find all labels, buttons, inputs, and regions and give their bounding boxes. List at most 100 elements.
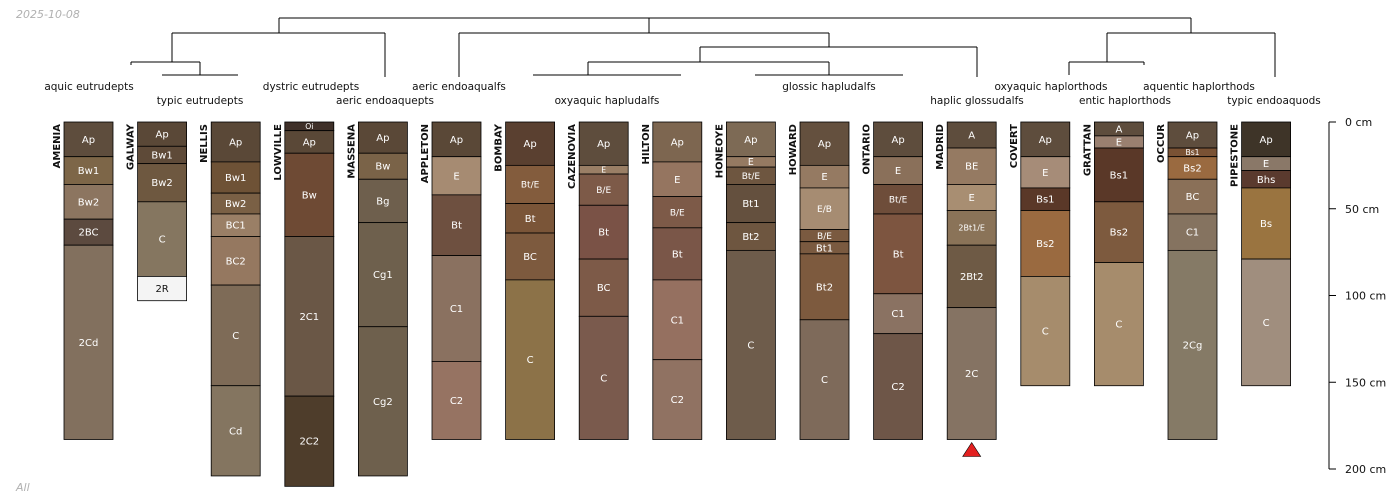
horizon-label: C2 [891,382,904,393]
horizon-label: C1 [891,309,904,320]
horizon-cazenovia-bc [578,258,629,317]
horizon-cazenovia-be [578,173,629,206]
taxa-label: dystric eutrudepts [263,81,359,93]
horizon-label: Bs2 [1110,228,1128,239]
horizon-label: C [1042,327,1049,338]
depth-tick-label: 50 cm [1345,203,1379,216]
horizon-label: Bt [672,249,683,260]
profile-name: APPLETON [420,124,431,183]
profile-massena: Ap Bw Bg Cg1 Cg2 MASSENA [346,121,408,477]
profile-madrid: A BE E 2Bt1/E 2Bt2 2C MADRID [935,121,997,440]
horizon-label: Bt [893,249,904,260]
horizon-label: Bt2 [816,282,833,293]
horizon-label: Ap [376,133,389,144]
horizon-label: Bg [376,196,389,207]
horizon-label: 2Bt2 [960,272,984,283]
horizon-label: Bs1 [1110,170,1128,181]
dendrogram [130,17,1276,77]
horizon-appleton-c1 [431,255,482,362]
profile-honeoye: Ap E Bt/E Bt1 Bt2 C HONEOYE [714,121,776,440]
horizon-label: Bhs [1257,175,1275,186]
depth-tick-label: 0 cm [1345,116,1372,129]
horizon-amenia-ap [63,121,114,158]
horizon-hilton-c1 [652,279,703,361]
horizon-massena-bw [357,152,408,180]
horizon-label: E [969,193,975,204]
horizon-covert-ap [1020,121,1071,158]
horizon-label: Bs1 [1036,195,1054,206]
profile-name: ONTARIO [862,124,873,175]
profile-amenia: Ap Bw1 Bw2 2BC 2Cd AMENIA [52,121,114,440]
profile-hilton: Ap E B/E Bt C1 C2 HILTON [641,121,703,440]
horizon-label: E [453,171,459,182]
horizon-bombay-ap [505,121,556,166]
horizon-cazenovia-bt [578,204,629,260]
profile-covert: Ap E Bs1 Bs2 C COVERT [1009,121,1071,387]
horizon-label: E/B [817,205,832,215]
horizon-label: Ap [1186,131,1199,142]
horizon-appleton-c2 [431,361,482,440]
horizon-pipestone-ap [1241,121,1291,158]
horizon-cazenovia-ap [578,121,629,166]
horizon-label: E [601,165,606,174]
horizon-label: C1 [450,304,463,315]
taxa-label: aquic eutrudepts [44,81,133,93]
horizon-label: Bw2 [225,199,246,210]
horizon-nellis-bw1 [210,161,261,194]
horizon-label: Ap [523,139,536,150]
horizon-label: Bs1 [1185,148,1199,157]
horizon-label: A [1115,124,1122,135]
markers [962,441,982,457]
profile-name: HONEOYE [714,124,725,178]
depth-axis: 0 cm 50 cm 100 cm 150 cm 200 cm [1328,116,1386,476]
taxa-label: typic endoaquods [1227,95,1321,107]
horizon-label: 2C2 [299,437,319,448]
horizon-hilton-c2 [652,359,703,440]
horizon-label: Bt/E [742,172,761,182]
horizon-label: C [600,373,607,384]
horizon-label: E [1263,159,1269,170]
horizon-galway-2r [137,276,188,302]
horizon-nellis-bc2 [210,236,261,286]
horizon-label: C [1115,320,1122,331]
profile-name: PIPESTONE [1230,124,1241,187]
horizon-label: C2 [450,396,463,407]
horizon-lowville-2c2 [284,395,335,487]
horizon-ontario-bte [873,184,923,215]
depth-tick-label: 150 cm [1345,376,1386,389]
taxa-labels: aquic eutrudepts typic eutrudepts dystric … [44,81,1320,107]
horizon-label: BC [1186,192,1200,203]
horizon-label: Ap [1039,135,1052,146]
horizon-label: E [895,166,901,177]
horizon-ontario-c2 [873,333,923,440]
horizon-label: B/E [670,208,685,218]
horizon-label: 2C1 [299,312,319,323]
horizon-lowville-2c1 [284,236,335,397]
horizon-label: 2R [155,284,168,295]
horizon-label: Bt1 [742,199,759,210]
horizon-occur-bc [1167,178,1218,215]
profile-bombay: Ap Bt/E Bt BC C BOMBAY [494,121,556,440]
horizon-label: Bt/E [521,181,540,191]
depth-tick-label: 200 cm [1345,463,1386,476]
horizon-cazenovia-c [578,315,629,440]
horizon-howard-c [799,319,850,440]
horizon-label: 2Bt1/E [958,224,985,233]
horizon-label: Ap [744,135,757,146]
horizon-lowville-bw [284,152,335,237]
horizon-label: 2C [965,369,978,380]
profile-name: COVERT [1009,124,1020,168]
horizon-pipestone-bs [1241,187,1291,260]
horizon-label: Bs2 [1183,163,1201,174]
horizon-madrid-2bt1e [946,210,997,246]
horizon-label: Bw2 [78,197,99,208]
horizon-honeoye-bt2 [726,222,776,251]
horizon-covert-c [1020,276,1071,387]
taxa-label: haplic glossudalfs [930,95,1024,107]
date-label: 2025-10-08 [16,8,80,21]
horizon-bombay-c [505,279,556,440]
horizon-ontario-e [873,156,923,185]
profile-name: OCCUR [1156,124,1167,163]
